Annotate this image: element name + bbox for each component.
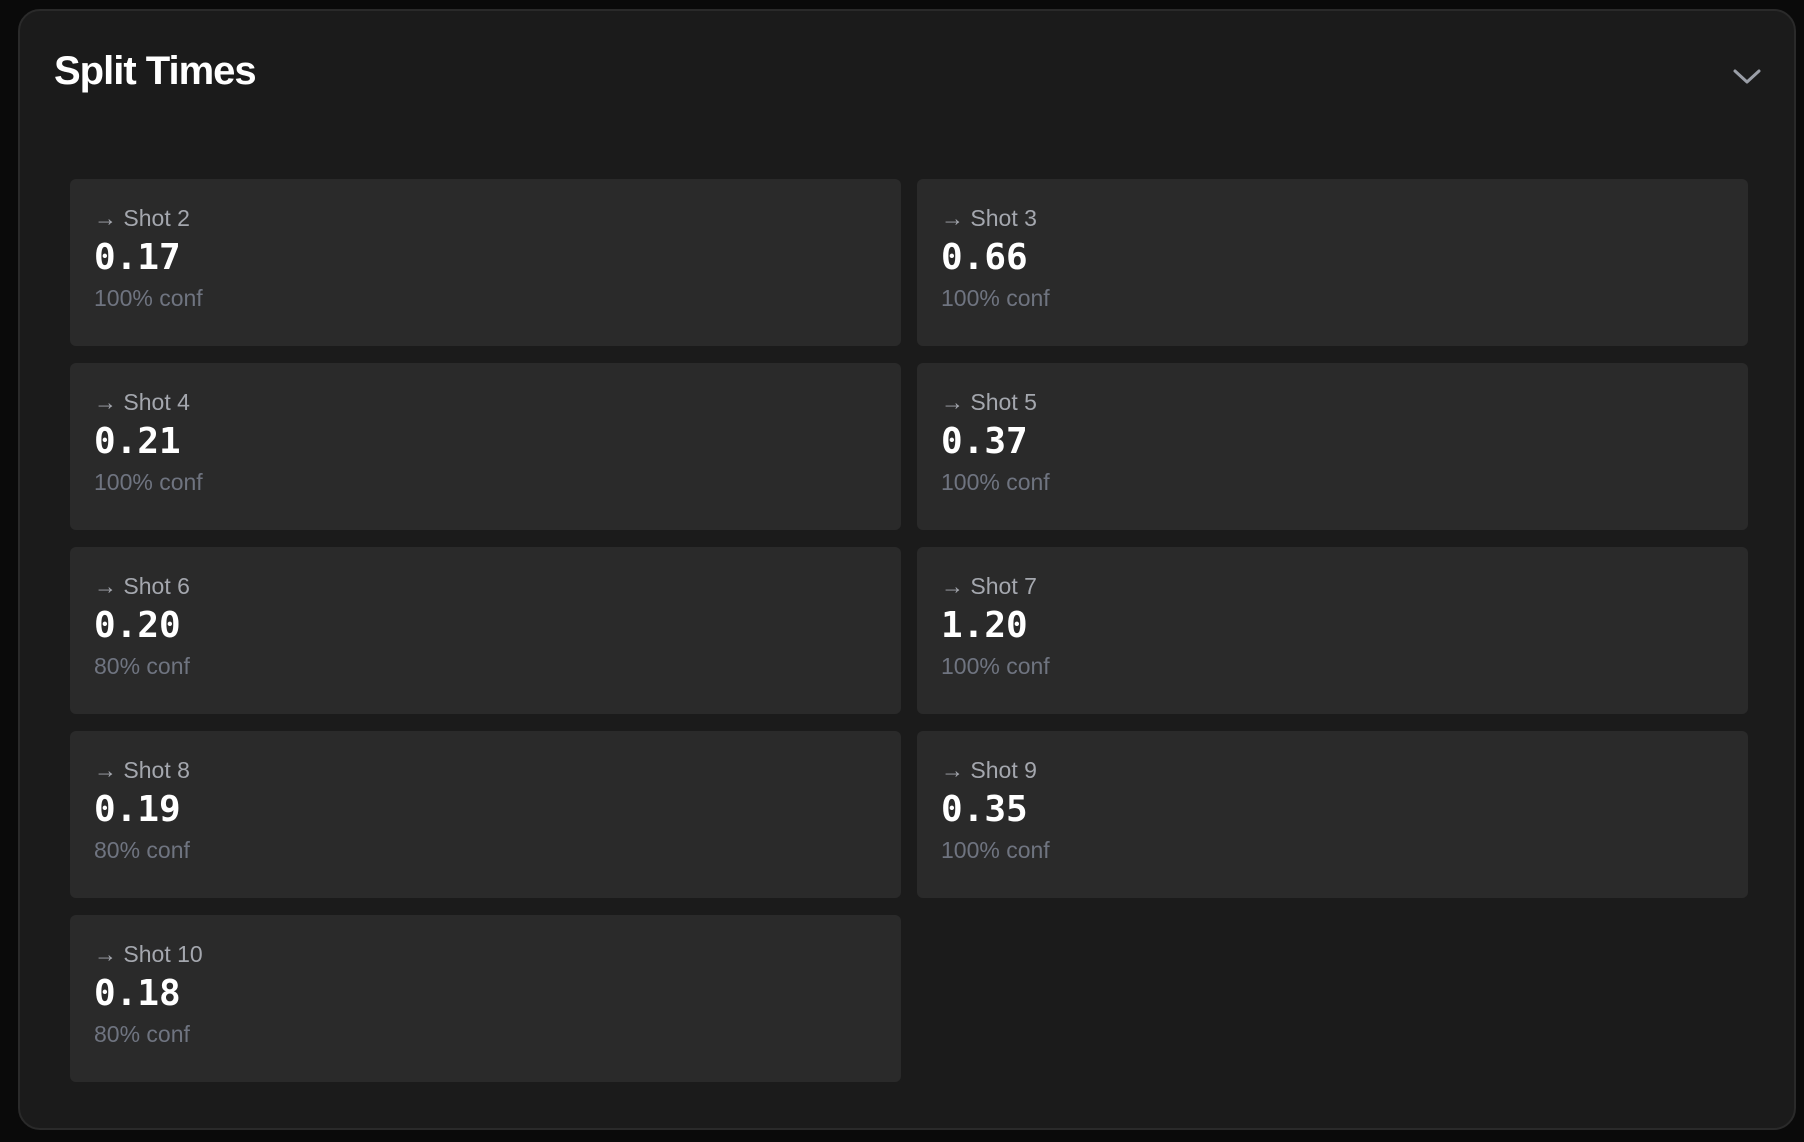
split-value: 0.66 — [941, 237, 1028, 278]
split-card: → Shot 7 1.20 100% conf — [917, 547, 1748, 714]
split-card: → Shot 10 0.18 80% conf — [70, 915, 901, 1082]
split-confidence: 80% conf — [94, 837, 190, 863]
arrow-right-icon: → — [941, 573, 964, 599]
shot-label: Shot 8 — [123, 757, 190, 783]
arrow-right-icon: → — [94, 205, 117, 231]
split-value: 0.17 — [94, 237, 181, 278]
split-value: 0.20 — [94, 605, 181, 646]
chevron-down-icon[interactable] — [1730, 65, 1764, 89]
split-confidence: 100% conf — [94, 469, 203, 495]
split-value: 0.37 — [941, 421, 1028, 462]
split-card: → Shot 4 0.21 100% conf — [70, 363, 901, 530]
shot-label: Shot 10 — [123, 941, 203, 967]
split-times-panel: Split Times → Shot 2 0.17 100% conf → Sh… — [18, 9, 1796, 1130]
arrow-right-icon: → — [941, 205, 964, 231]
shot-label: Shot 6 — [123, 573, 190, 599]
arrow-right-icon: → — [94, 757, 117, 783]
shot-label: Shot 4 — [123, 389, 190, 415]
split-confidence: 80% conf — [94, 653, 190, 679]
split-label: → Shot 9 — [941, 755, 1724, 785]
split-grid: → Shot 2 0.17 100% conf → Shot 3 0.66 10… — [70, 179, 1748, 1082]
split-confidence: 80% conf — [94, 1021, 190, 1047]
split-value: 0.18 — [94, 973, 181, 1014]
split-label: → Shot 3 — [941, 203, 1724, 233]
split-card: → Shot 9 0.35 100% conf — [917, 731, 1748, 898]
split-label: → Shot 6 — [94, 571, 877, 601]
arrow-right-icon: → — [94, 389, 117, 415]
split-card: → Shot 8 0.19 80% conf — [70, 731, 901, 898]
split-label: → Shot 2 — [94, 203, 877, 233]
split-label: → Shot 10 — [94, 939, 877, 969]
split-confidence: 100% conf — [941, 469, 1050, 495]
shot-label: Shot 9 — [970, 757, 1037, 783]
split-value: 0.35 — [941, 789, 1028, 830]
split-label: → Shot 5 — [941, 387, 1724, 417]
arrow-right-icon: → — [94, 573, 117, 599]
arrow-right-icon: → — [94, 941, 117, 967]
split-card: → Shot 2 0.17 100% conf — [70, 179, 901, 346]
split-confidence: 100% conf — [94, 285, 203, 311]
arrow-right-icon: → — [941, 389, 964, 415]
shot-label: Shot 2 — [123, 205, 190, 231]
shot-label: Shot 3 — [970, 205, 1037, 231]
split-label: → Shot 8 — [94, 755, 877, 785]
split-label: → Shot 4 — [94, 387, 877, 417]
split-confidence: 100% conf — [941, 837, 1050, 863]
split-confidence: 100% conf — [941, 653, 1050, 679]
split-value: 0.19 — [94, 789, 181, 830]
split-card: → Shot 5 0.37 100% conf — [917, 363, 1748, 530]
split-card: → Shot 3 0.66 100% conf — [917, 179, 1748, 346]
shot-label: Shot 5 — [970, 389, 1037, 415]
split-card: → Shot 6 0.20 80% conf — [70, 547, 901, 714]
shot-label: Shot 7 — [970, 573, 1037, 599]
arrow-right-icon: → — [941, 757, 964, 783]
split-value: 1.20 — [941, 605, 1028, 646]
split-confidence: 100% conf — [941, 285, 1050, 311]
panel-title: Split Times — [54, 49, 257, 93]
split-value: 0.21 — [94, 421, 181, 462]
split-label: → Shot 7 — [941, 571, 1724, 601]
